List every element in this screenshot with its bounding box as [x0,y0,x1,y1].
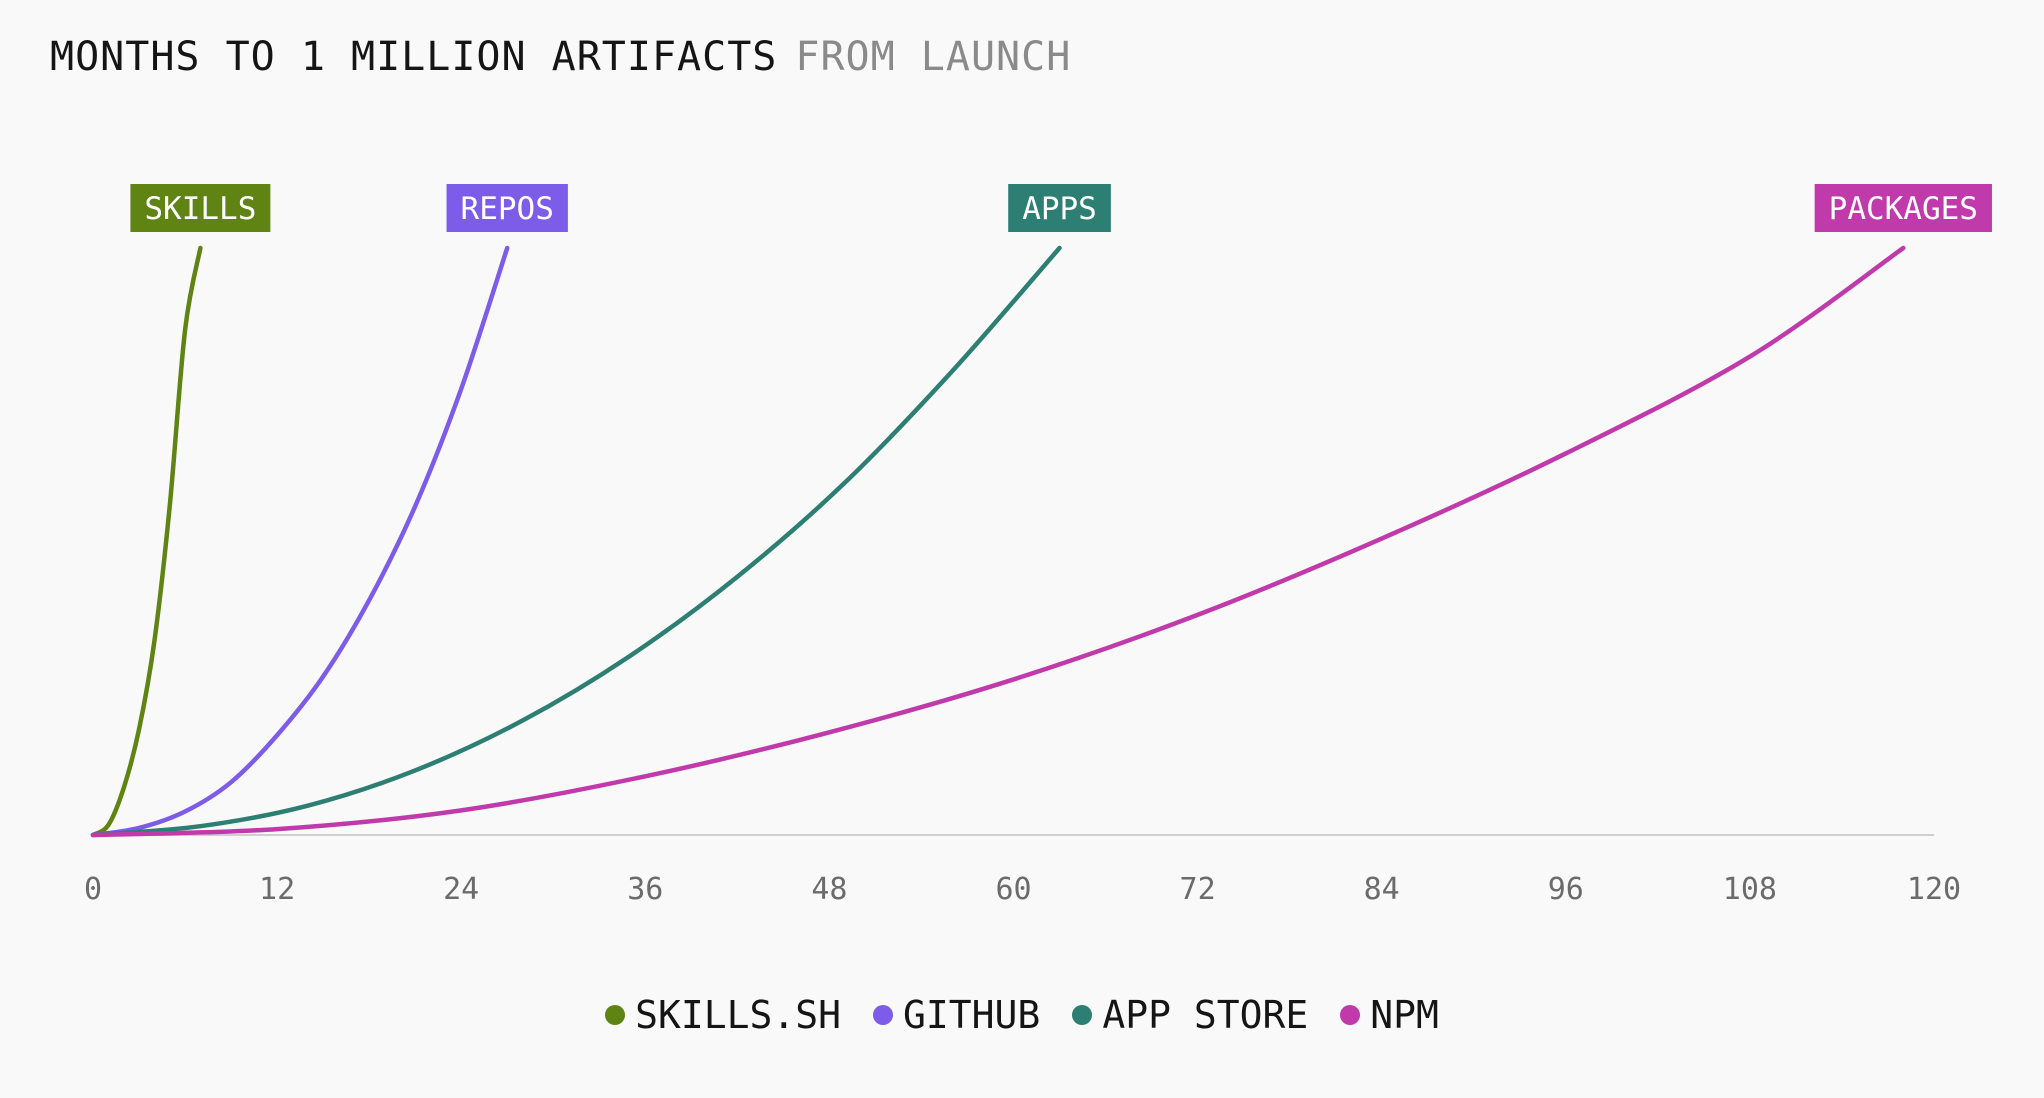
chart-title-main: MONTHS TO 1 MILLION ARTIFACTS [50,34,778,80]
x-tick-label: 12 [259,872,295,907]
series-end-label-box [446,184,568,232]
x-tick-label: 48 [811,872,847,907]
x-tick-label: 72 [1180,872,1216,907]
x-tick-label: 24 [443,872,479,907]
series-end-label-text: PACKAGES [1829,191,1978,227]
x-tick-label: 60 [995,872,1031,907]
series-end-label-text: SKILLS [144,191,256,227]
legend-label: NPM [1370,993,1439,1037]
legend-swatch [605,1005,626,1025]
x-axis: 0 12 24 36 48 60 72 84 96 108 120 [84,834,1961,907]
chart-title-sub: FROM LAUNCH [795,34,1072,80]
legend-label: APP STORE [1102,993,1309,1037]
legend-swatch [873,1005,894,1025]
chart-title: MONTHS TO 1 MILLION ARTIFACTS FROM LAUNCH [50,34,1071,80]
series-end-label-text: REPOS [461,191,554,227]
series-end-label: SKILLS [130,184,271,232]
legend-item: APP STORE [1072,993,1308,1037]
series-end-label: REPOS [446,184,568,232]
legend-item: NPM [1340,993,1439,1037]
x-tick-label: 96 [1548,872,1584,907]
series-end-label: PACKAGES [1814,184,1992,232]
series-end-label-box [130,184,271,232]
legend-swatch [1072,1005,1093,1025]
legend-item: GITHUB [873,993,1040,1037]
series-lines [90,245,1906,838]
legend-item: SKILLS.SH [605,993,841,1037]
legend-label: GITHUB [903,993,1041,1037]
series-line-skills-sh [90,245,203,838]
series-line-npm [90,245,1906,838]
legend-label: SKILLS.SH [635,993,842,1037]
legend: SKILLS.SH GITHUB APP STORE NPM [0,993,2044,1037]
series-line-app-store [90,245,1062,838]
series-end-label: APPS [1008,184,1111,232]
series-end-labels: SKILLS REPOS APPS PACKAGES [130,184,1992,232]
x-tick-label: 0 [84,872,102,907]
series-end-label-text: APPS [1022,191,1097,227]
series-end-label-box [1814,184,1992,232]
series-end-label-box [1008,184,1111,232]
legend-swatch [1340,1005,1361,1025]
series-line-github [90,245,510,838]
x-tick-label: 108 [1723,872,1777,907]
x-tick-label: 84 [1364,872,1400,907]
x-tick-label: 36 [627,872,663,907]
x-tick-label: 120 [1907,872,1961,907]
